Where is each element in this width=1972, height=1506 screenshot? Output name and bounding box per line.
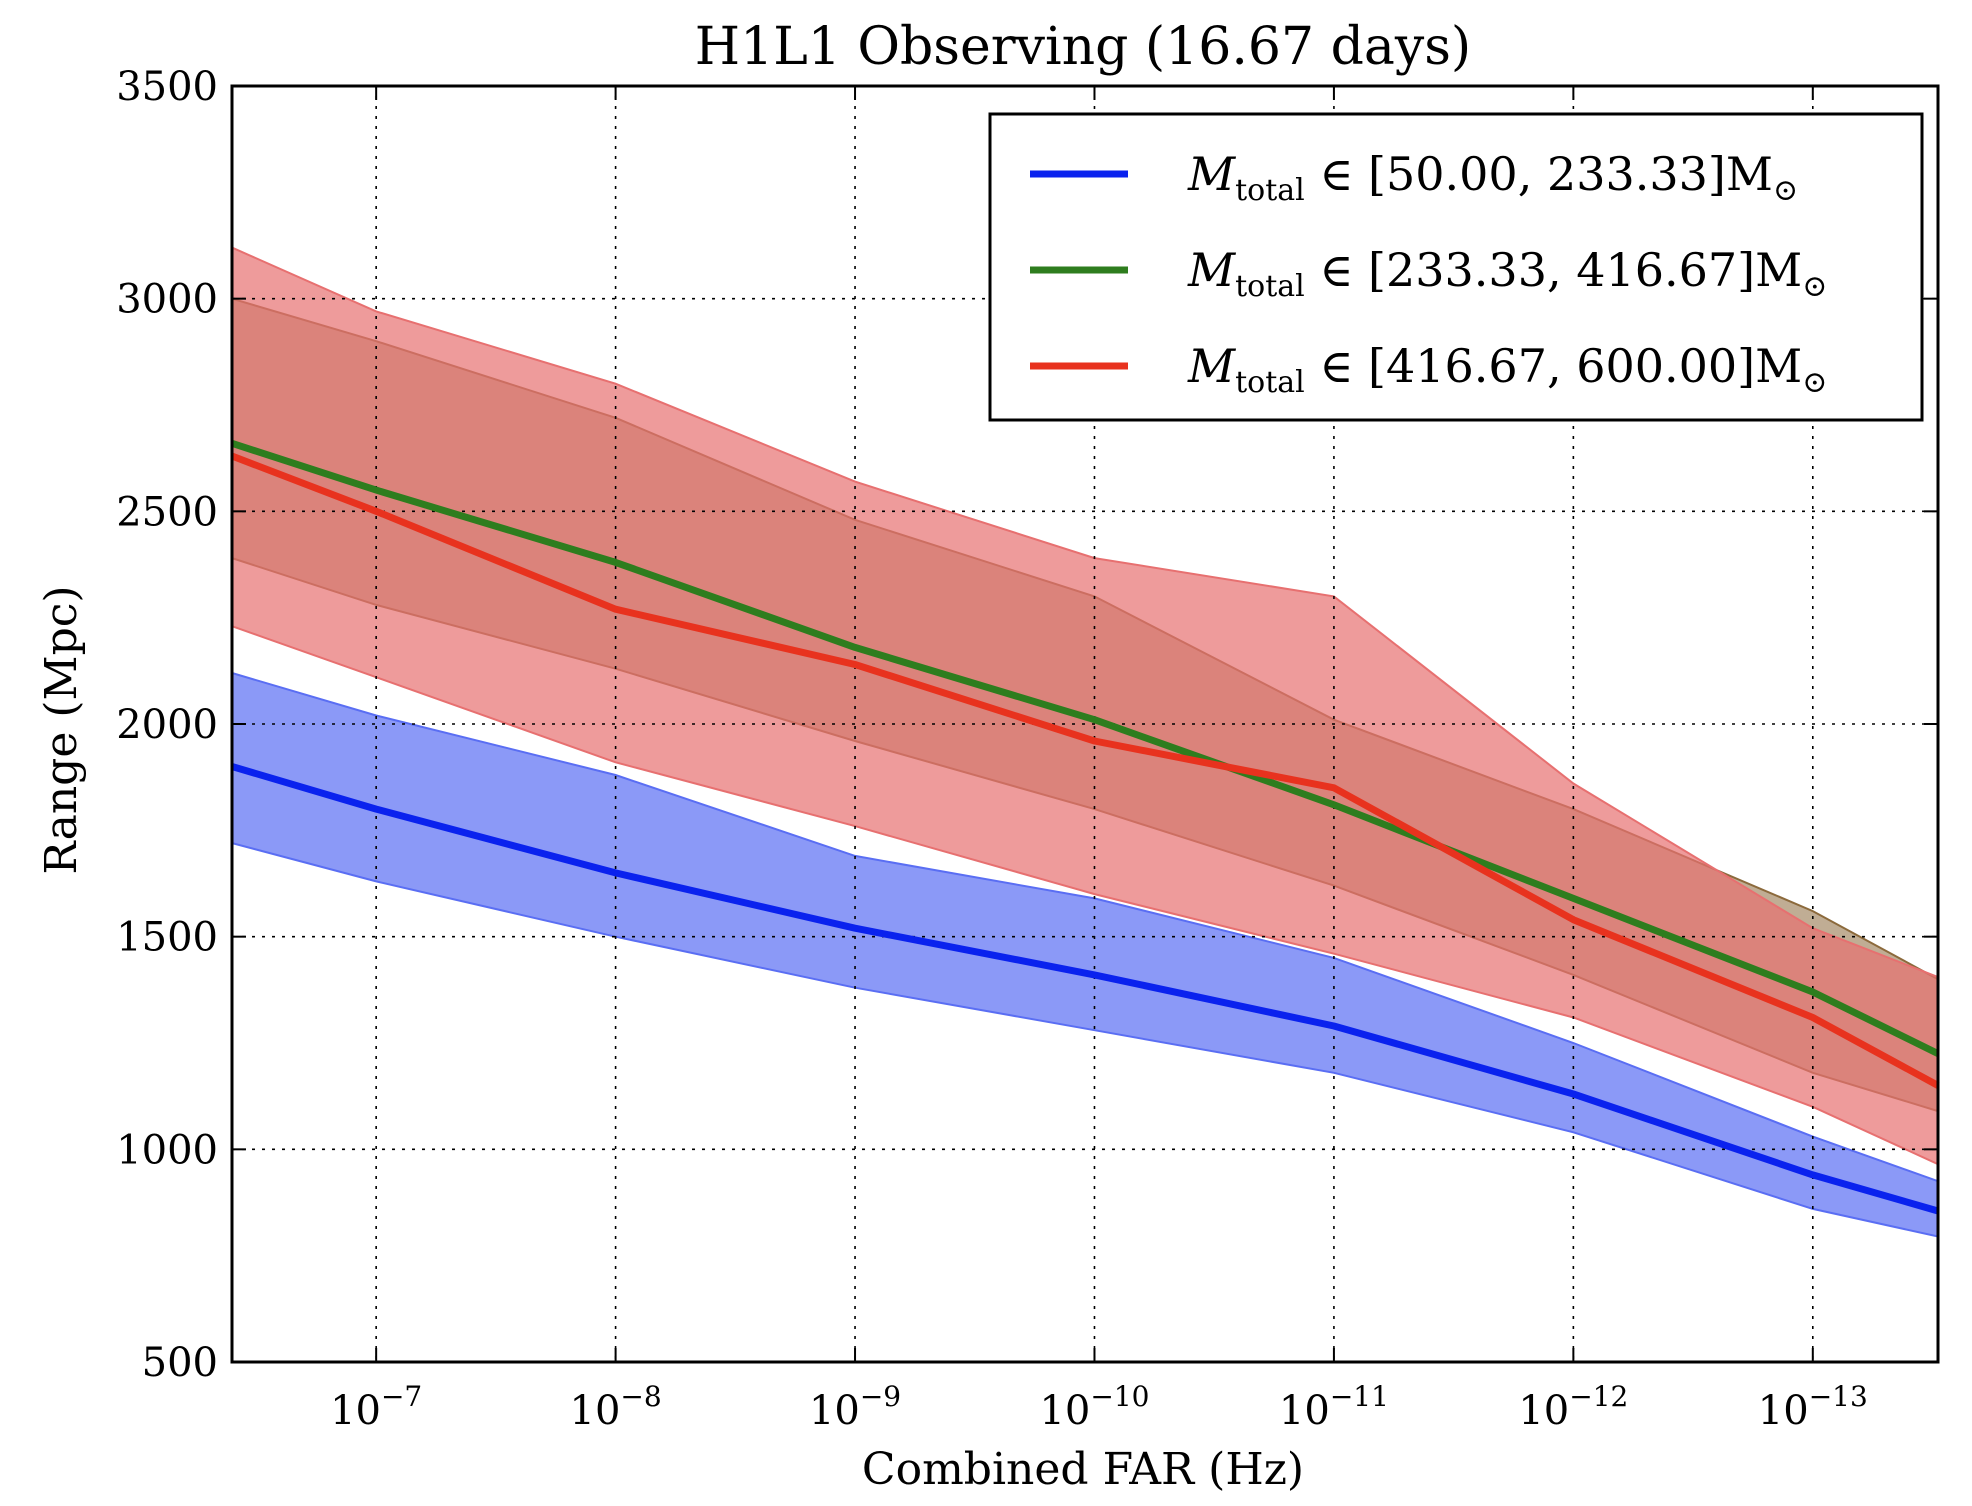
legend-box — [988, 112, 1924, 422]
x-tick-label: 10−7 — [330, 1380, 422, 1434]
y-axis-label: Range (Mpc) — [36, 585, 87, 874]
chart-title: H1L1 Observing (16.67 days) — [695, 17, 1471, 77]
legend: Mtotal ∈ [50.00, 233.33]M⊙ Mtotal ∈ [233.… — [988, 112, 1924, 422]
x-axis-label: Combined FAR (Hz) — [862, 1444, 1304, 1495]
legend-label-3: Mtotal ∈ [416.67, 600.00]M⊙ — [1187, 339, 1827, 400]
x-tick-label: 10−10 — [1039, 1380, 1149, 1434]
confidence-bands — [231, 246, 1939, 1238]
series-line-2 — [230, 439, 1940, 1057]
plot-frame — [230, 84, 1940, 1364]
y-tick-label: 3000 — [116, 277, 218, 323]
x-tick-label: 10−8 — [570, 1380, 662, 1434]
x-tick-label: 10−11 — [1279, 1380, 1389, 1434]
legend-label-2: Mtotal ∈ [233.33, 416.67]M⊙ — [1187, 243, 1827, 304]
x-tick-label: 10−9 — [809, 1380, 901, 1434]
y-tick-label: 3500 — [116, 64, 218, 110]
series-line-3 — [230, 452, 1940, 1089]
y-tick-label: 2000 — [116, 702, 218, 748]
x-tick-label: 10−13 — [1758, 1380, 1868, 1434]
x-tick-label: 10−12 — [1518, 1380, 1628, 1434]
legend-label-1: Mtotal ∈ [50.00, 233.33]M⊙ — [1187, 147, 1798, 208]
y-tick-labels: 500 1000 1500 2000 2500 3000 3500 — [116, 64, 218, 1386]
x-tick-labels: 10−7 10−8 10−9 10−10 10−11 10−12 10−13 — [330, 1380, 1868, 1434]
y-tick-label: 1500 — [116, 915, 218, 961]
series-lines — [230, 439, 1940, 1215]
y-tick-label: 500 — [142, 1340, 218, 1386]
y-tick-label: 1000 — [116, 1127, 218, 1173]
series-line-1 — [231, 763, 1939, 1215]
y-tick-label: 2500 — [116, 489, 218, 535]
